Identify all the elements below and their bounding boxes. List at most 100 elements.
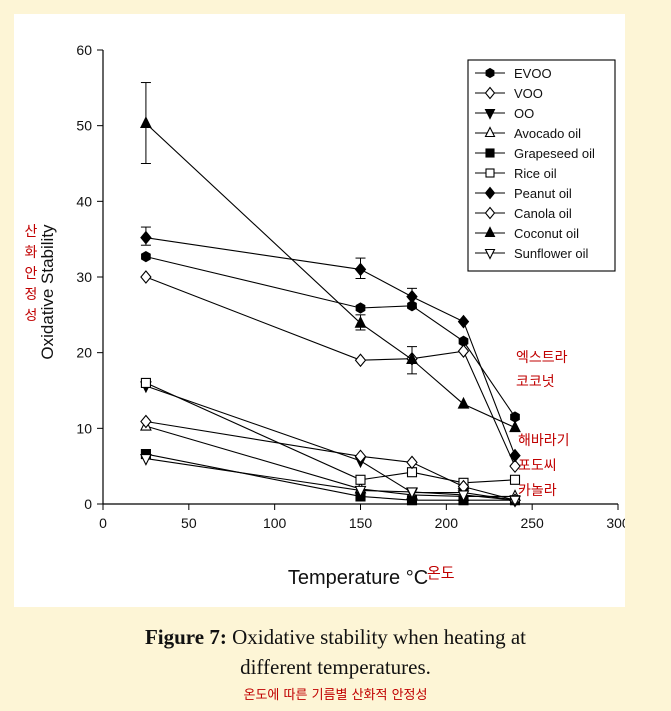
legend-marker	[484, 226, 496, 238]
data-point-peanut-oil	[457, 314, 470, 329]
y-tick-label: 10	[76, 420, 92, 436]
error-bar	[355, 314, 366, 331]
x-tick-label: 250	[520, 515, 544, 531]
legend-marker	[484, 186, 496, 200]
legend-label: Grapeseed oil	[514, 146, 595, 161]
legend-marker	[484, 206, 496, 220]
caption-label: Figure 7:	[144, 625, 227, 649]
legend-label: Avocado oil	[514, 126, 581, 141]
y-tick-label: 0	[84, 496, 92, 512]
error-bar	[407, 346, 417, 375]
data-point-sunflower-oil	[406, 487, 418, 500]
data-point-canola-oil	[406, 455, 418, 470]
ylabel-korean-char: 성	[24, 308, 38, 324]
legend-entry: Coconut oil	[475, 226, 579, 241]
series-coconut-oil	[140, 116, 521, 433]
data-point-sunflower-oil	[457, 490, 470, 503]
annotation-sunflower: 해바라기	[518, 433, 570, 449]
legend-entry: Canola oil	[475, 206, 572, 221]
legend-marker	[484, 248, 496, 260]
series-evoo	[141, 250, 520, 423]
x-tick-label: 0	[99, 515, 107, 531]
legend-label: EVOO	[514, 66, 552, 81]
data-point-evoo	[355, 302, 366, 314]
legend-entry: Peanut oil	[475, 186, 572, 201]
error-bar	[355, 257, 366, 280]
legend-label: Peanut oil	[514, 186, 572, 201]
legend-label: Rice oil	[514, 166, 557, 181]
y-axis-label: Oxidative Stability	[38, 224, 57, 360]
y-tick-label: 50	[76, 118, 92, 134]
legend-label: Sunflower oil	[514, 246, 589, 261]
legend-entry: OO	[475, 106, 534, 121]
data-point-peanut-oil	[509, 448, 521, 463]
ylabel-korean: 산 화 안 정 성	[22, 222, 40, 327]
figure-frame: 0 10 20 30 40 50 60 0 50 100 150 200 250 300 EVOO VOO O…	[14, 14, 625, 607]
data-point-voo	[140, 270, 152, 284]
annotation-extra-virgin: 엑스트라	[516, 350, 568, 366]
caption-line2: different temperatures.	[240, 655, 431, 679]
legend-marker	[485, 148, 495, 158]
legend-entry: Rice oil	[475, 166, 557, 181]
data-point-coconut-oil	[457, 396, 470, 409]
caption-korean: 온도에 따른 기름별 산화적 안정성	[243, 688, 428, 703]
ylabel-korean-char: 화	[24, 245, 38, 261]
legend-marker	[484, 108, 496, 120]
data-point-rice-oil	[509, 474, 521, 485]
data-point-canola-oil	[140, 414, 152, 429]
legend-marker	[484, 126, 496, 138]
error-bar	[407, 287, 417, 308]
y-tick-label: 40	[76, 193, 92, 209]
x-tick-label: 300	[606, 515, 625, 531]
series-line-evoo	[145, 256, 516, 418]
data-point-sunflower-oil	[509, 495, 521, 508]
annotation-canola: 카놀라	[518, 483, 557, 499]
legend-label: Canola oil	[514, 206, 572, 221]
legend-entry: VOO	[475, 86, 543, 101]
y-tick-label: 30	[76, 269, 92, 285]
data-point-sunflower-oil	[140, 454, 152, 466]
x-tick-label: 100	[263, 515, 287, 531]
series-rice-oil	[140, 377, 521, 488]
error-bar	[140, 226, 151, 246]
legend-marker	[485, 168, 495, 178]
legend-entry: Sunflower oil	[475, 246, 589, 261]
ylabel-korean-char: 안	[24, 266, 38, 282]
x-tick-label: 200	[435, 515, 459, 531]
series-line-rice-oil	[145, 382, 516, 484]
series-line-coconut-oil	[145, 122, 516, 429]
data-point-coconut-oil	[509, 420, 521, 433]
x-tick-label: 50	[181, 515, 197, 531]
data-point-rice-oil	[355, 474, 366, 485]
series-sunflower-oil	[140, 454, 521, 508]
data-point-rice-oil	[140, 377, 151, 388]
legend-label: Coconut oil	[514, 226, 579, 241]
oxidative-stability-chart: 0 10 20 30 40 50 60 0 50 100 150 200 250 300 EVOO VOO O…	[38, 42, 625, 589]
data-point-voo	[457, 344, 470, 359]
xlabel-korean: 온도	[427, 564, 455, 582]
legend-label: VOO	[514, 86, 543, 101]
annotation-grapeseed: 포도씨	[518, 458, 557, 474]
data-point-sunflower-oil	[354, 485, 367, 498]
legend-entry: Avocado oil	[475, 126, 581, 141]
legend-entry: EVOO	[475, 66, 552, 81]
data-point-canola-oil	[354, 449, 367, 464]
ylabel-korean-char: 산	[24, 224, 38, 240]
x-axis-label: Temperature °C	[288, 567, 428, 589]
data-point-voo	[509, 459, 521, 474]
data-point-evoo	[141, 250, 151, 263]
series-line-voo	[145, 276, 516, 467]
annotation-coconut: 코코넛	[516, 374, 555, 390]
y-tick-label: 20	[76, 345, 92, 361]
data-point-voo	[354, 353, 367, 368]
ylabel-korean-char: 정	[24, 287, 38, 303]
error-bar	[140, 82, 151, 164]
x-tick-label: 150	[349, 515, 373, 531]
y-tick-label: 60	[76, 42, 92, 58]
caption-line1: Oxidative stability when heating at	[232, 625, 527, 649]
figure-caption: Figure 7: Oxidative stability when heati…	[0, 622, 671, 682]
legend-entry: Grapeseed oil	[475, 146, 595, 161]
legend-label: OO	[514, 106, 534, 121]
legend-marker	[485, 67, 495, 79]
legend-marker	[484, 86, 496, 100]
